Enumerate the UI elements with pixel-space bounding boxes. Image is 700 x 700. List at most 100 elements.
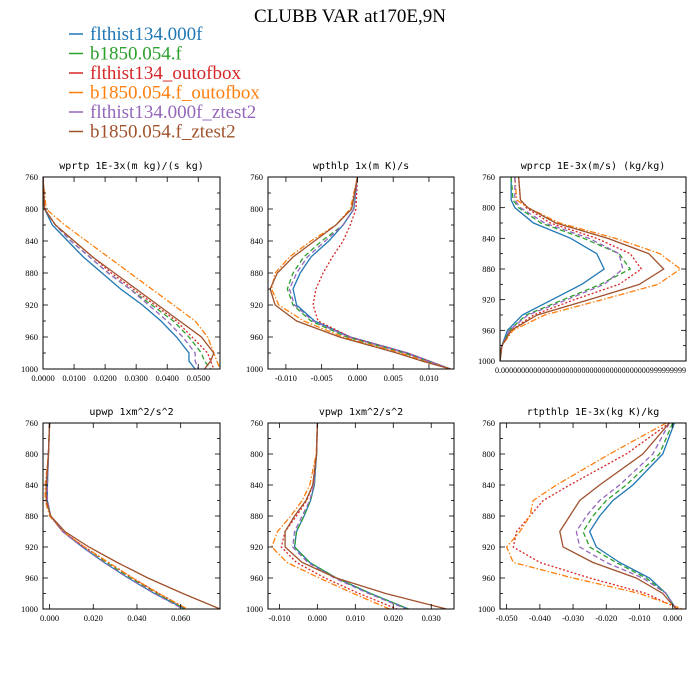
legend-label: flthist134.000f_ztest2 <box>90 102 256 123</box>
chart-panel: vpwp 1xm^2/s^2 760 800 840 880 920 960 1000 -0.0… <box>246 407 455 623</box>
y-tick-label: 1000 <box>246 364 263 374</box>
y-tick-label: 920 <box>25 542 38 552</box>
legend-label: b1850.054.f_outofbox <box>90 83 260 104</box>
x-tick-label: 0.060 <box>171 613 190 623</box>
x-tick-label: 0.005 <box>384 373 403 383</box>
x-tick-label: 0.0100 <box>62 373 85 383</box>
figure-title: CLUBB VAR at170E,9N <box>254 6 446 27</box>
series-line <box>500 177 643 361</box>
series-group <box>44 423 220 609</box>
x-tick-label: 0.0300 <box>124 373 147 383</box>
y-tick-label: 1000 <box>21 364 38 374</box>
legend-label: b1850.054.f <box>90 44 183 65</box>
series-line <box>500 177 682 361</box>
series-line <box>505 423 683 609</box>
panels: wprtp 1E-3x(m kg)/(s kg) 760 800 840 880 920 9… <box>21 161 687 623</box>
y-tick-label: 760 <box>482 418 495 428</box>
legend-label: b1850.054.f_ztest2 <box>90 122 236 143</box>
series-line <box>269 177 451 369</box>
y-tick-label: 920 <box>482 542 495 552</box>
y-tick-label: 760 <box>482 172 495 182</box>
series-line <box>293 423 409 609</box>
y-tick-label: 840 <box>250 236 263 246</box>
chart-panel: wprtp 1E-3x(m kg)/(s kg) 760 800 840 880 920 9… <box>21 161 221 383</box>
y-tick-label: 1000 <box>246 604 263 614</box>
series-line <box>271 423 390 609</box>
series-line <box>284 423 447 609</box>
y-tick-label: 840 <box>482 233 495 243</box>
series-line <box>286 177 451 369</box>
y-tick-label: 960 <box>250 332 263 342</box>
plot-frame <box>499 176 687 362</box>
x-tick-label: 0.020 <box>84 613 103 623</box>
series-line <box>500 177 605 361</box>
series-line <box>46 423 186 609</box>
series-line <box>292 177 451 369</box>
x-tick-label: 0.0200 <box>93 373 116 383</box>
series-line <box>43 177 199 369</box>
x-tick-label: 0.0500 <box>187 373 210 383</box>
y-tick-label: 1000 <box>478 604 495 614</box>
chart-panel: upwp 1xm^2/s^2 760 800 840 880 920 960 10000.00… <box>21 407 221 623</box>
series-line <box>43 177 215 369</box>
series-group <box>43 177 220 369</box>
y-tick-label: 880 <box>482 264 495 274</box>
y-tick-label: 960 <box>482 325 495 335</box>
y-tick-label: 840 <box>25 480 38 490</box>
series-group <box>505 423 683 609</box>
x-tick-label: 0.030 <box>422 613 441 623</box>
y-tick-label: 960 <box>482 573 495 583</box>
y-tick-label: 840 <box>250 480 263 490</box>
series-line <box>291 423 407 609</box>
x-tick-label: 0.000 <box>663 613 682 623</box>
x-tick-label: -0.010 <box>629 613 651 623</box>
series-group <box>500 177 682 361</box>
x-tick-label: -0.040 <box>529 613 551 623</box>
y-tick-label: 1000 <box>21 604 38 614</box>
panel-title: wprcp 1E-3x(m/s) (kg/kg) <box>521 161 666 172</box>
panel-title: rtpthlp 1E-3x(kg K)/kg <box>527 407 659 418</box>
series-line <box>582 423 677 609</box>
y-tick-label: 880 <box>25 511 38 521</box>
x-tick-label: 0.0000 <box>31 373 54 383</box>
legend: flthist134.000fb1850.054.fflthist134_out… <box>69 24 260 143</box>
series-line <box>559 423 677 609</box>
chart-panel: wprcp 1E-3x(m/s) (kg/kg) 760 800 840 880 920 9… <box>478 161 687 375</box>
series-line <box>312 177 451 369</box>
x-tick-label: 0.010 <box>346 613 365 623</box>
x-tick-label: -0.030 <box>562 613 584 623</box>
y-tick-label: 800 <box>25 449 38 459</box>
y-tick-label: 880 <box>482 511 495 521</box>
chart-panel: wpthlp 1x(m K)/s 760 800 840 880 920 960 1000 -0… <box>246 161 455 383</box>
y-tick-label: 760 <box>25 172 38 182</box>
series-line <box>288 177 451 369</box>
panel-title: wpthlp 1x(m K)/s <box>313 161 409 172</box>
series-line <box>43 177 215 369</box>
series-line <box>44 423 188 609</box>
y-tick-label: 920 <box>25 300 38 310</box>
y-tick-label: 800 <box>250 204 263 214</box>
series-group <box>271 423 447 609</box>
legend-label: flthist134_outofbox <box>90 63 241 84</box>
y-tick-label: 840 <box>482 480 495 490</box>
x-tick-label: 0.000 <box>308 613 327 623</box>
y-tick-label: 760 <box>250 418 263 428</box>
series-line <box>45 423 188 609</box>
y-tick-label: 800 <box>25 204 38 214</box>
plot-frame <box>42 422 221 610</box>
y-tick-label: 760 <box>25 418 38 428</box>
y-tick-label: 960 <box>25 573 38 583</box>
y-tick-label: 880 <box>25 268 38 278</box>
y-tick-label: 960 <box>25 332 38 342</box>
series-line <box>588 423 677 609</box>
chart-panel: rtpthlp 1E-3x(kg K)/kg 760 800 840 880 920 960… <box>478 407 687 623</box>
y-tick-label: 1000 <box>478 356 495 366</box>
y-tick-label: 880 <box>250 268 263 278</box>
y-tick-label: 840 <box>25 236 38 246</box>
x-tick-label: 0.00000000000000000000000000000000000009… <box>495 365 686 375</box>
x-tick-label: 0.010 <box>419 373 438 383</box>
series-line <box>46 423 186 609</box>
panel-title: wprtp 1E-3x(m kg)/(s kg) <box>59 161 204 172</box>
legend-label: flthist134.000f <box>90 24 203 45</box>
